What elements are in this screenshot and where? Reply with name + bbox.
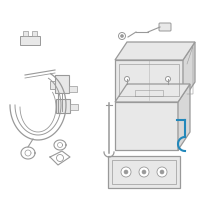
Polygon shape xyxy=(178,84,190,150)
Circle shape xyxy=(157,167,167,177)
Bar xyxy=(50,81,55,89)
Bar xyxy=(108,156,180,188)
FancyBboxPatch shape xyxy=(159,23,171,31)
Circle shape xyxy=(120,34,124,38)
Circle shape xyxy=(139,167,149,177)
Bar xyxy=(115,102,178,150)
Circle shape xyxy=(166,76,170,82)
Bar xyxy=(23,31,28,36)
Polygon shape xyxy=(115,84,190,102)
Bar xyxy=(115,60,183,100)
Circle shape xyxy=(121,167,131,177)
Circle shape xyxy=(160,170,164,174)
Bar xyxy=(20,36,40,45)
Circle shape xyxy=(118,32,126,40)
Bar xyxy=(55,75,69,93)
Circle shape xyxy=(142,170,146,174)
Circle shape xyxy=(124,76,130,82)
Bar xyxy=(70,104,78,110)
Circle shape xyxy=(57,154,64,162)
Polygon shape xyxy=(183,42,195,100)
Circle shape xyxy=(124,170,128,174)
Bar xyxy=(69,86,77,92)
Bar xyxy=(32,31,37,36)
Bar xyxy=(56,99,70,113)
Polygon shape xyxy=(115,42,195,60)
Bar xyxy=(112,160,176,184)
